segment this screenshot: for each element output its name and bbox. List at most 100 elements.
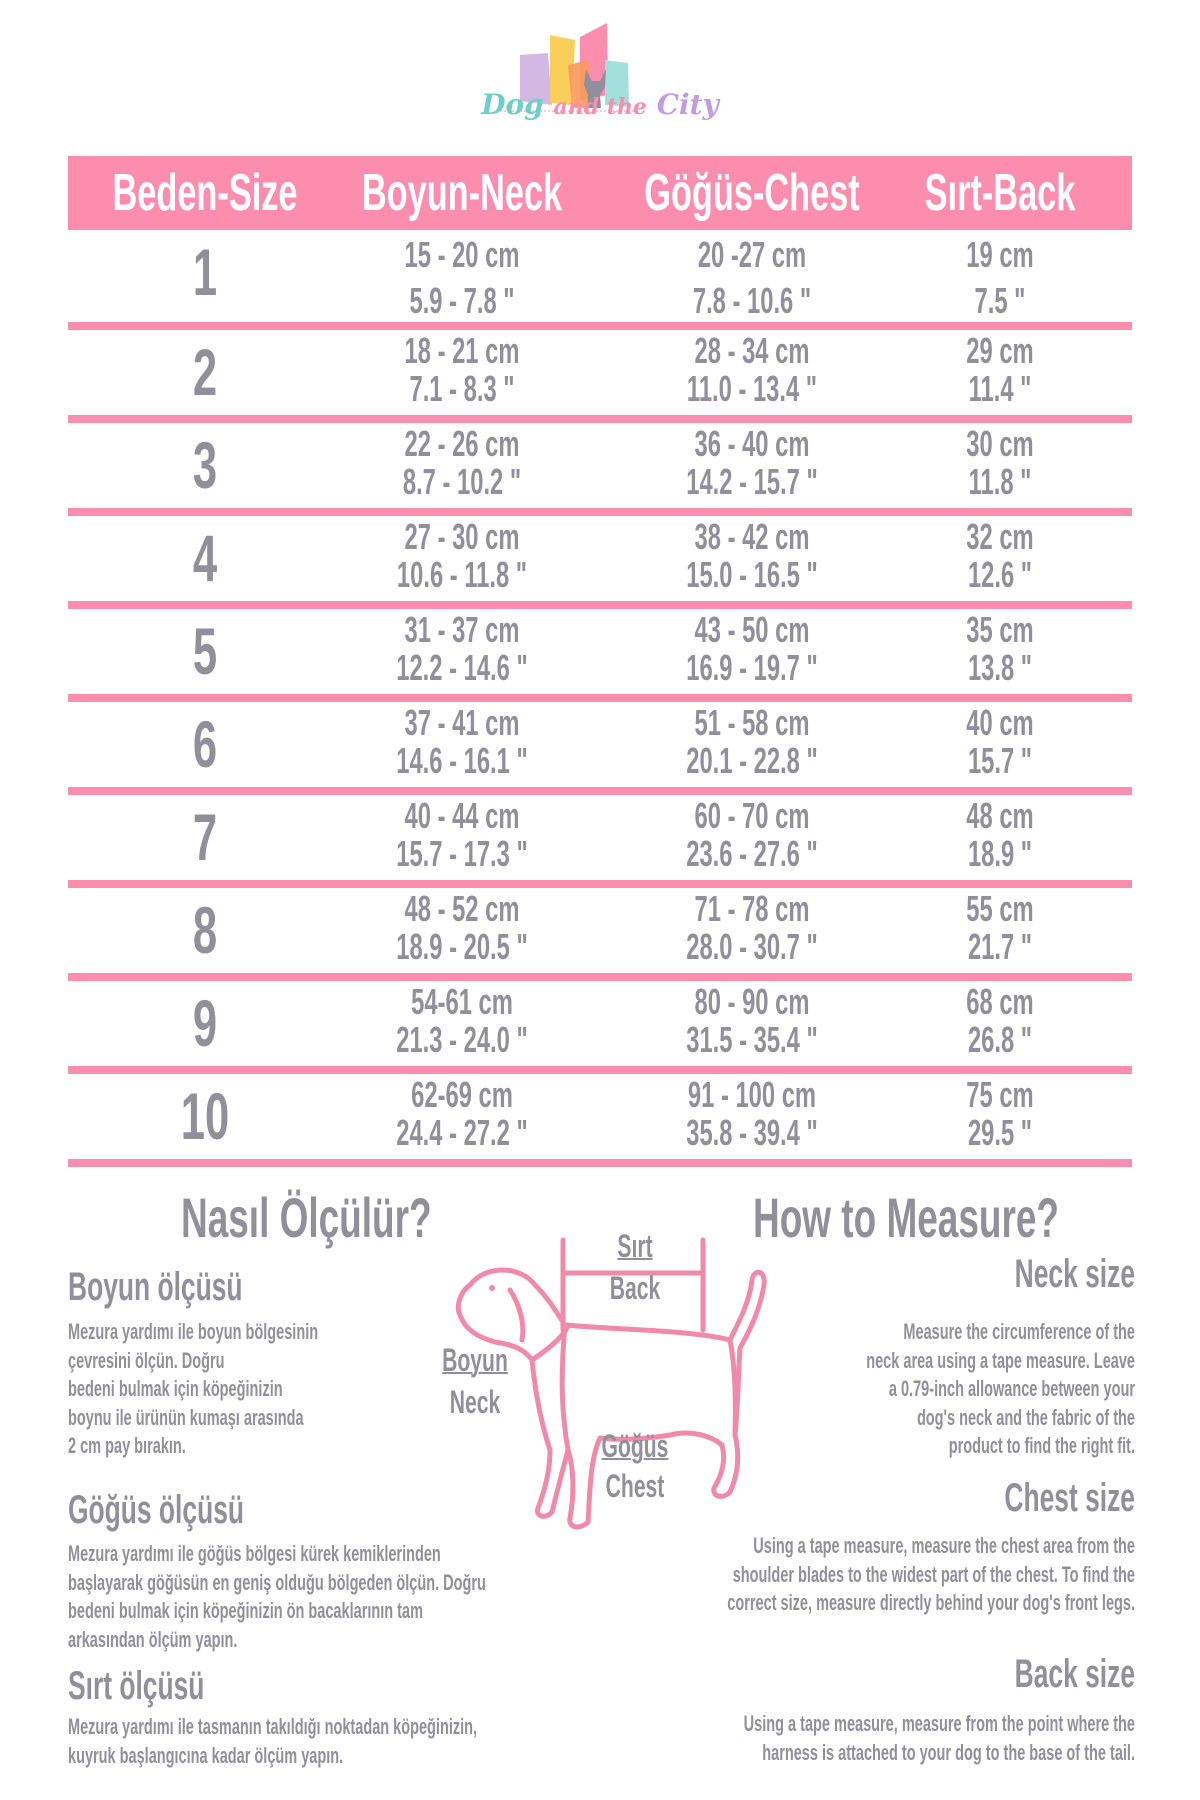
back-in: 29.5 " [967,1112,1033,1153]
back-in: 11.4 " [968,368,1032,409]
neck-cm: 31 - 37 cm [404,609,520,650]
back-in: 13.8 " [967,647,1033,688]
chest-in: 11.0 - 13.4 " [686,368,818,409]
neck-cell: 31 - 37 cm 12.2 - 14.6 " [363,611,561,687]
back-cell: 19 cm 7.5 " [901,232,1099,324]
table-row: 5 31 - 37 cm 12.2 - 14.6 " 43 - 50 cm 16.9 -… [68,609,1132,702]
chest-cell: 36 - 40 cm 14.2 - 15.7 " [653,425,851,501]
back-in: 12.6 " [967,554,1033,595]
text-line: kuyruk başlangıcına kadar ölçüm yapın. [68,1742,344,1768]
table-row: 10 62-69 cm 24.4 - 27.2 " 91 - 100 cm 35.8 -… [68,1074,1132,1167]
neck-cell: 22 - 26 cm 8.7 - 10.2 " [363,425,561,501]
header-chest: Göğüs-Chest [644,164,860,222]
header-neck: Boyun-Neck [361,164,563,222]
neck-in: 5.9 - 7.8 " [409,280,515,321]
chest-in: 16.9 - 19.7 " [686,647,818,688]
diagram-chest-tr: Göğüs [595,1428,674,1464]
neck-cm: 37 - 41 cm [404,702,520,743]
dog-outline-illustration [455,1237,767,1530]
en-back-text: Using a tape measure, measure from the p… [508,1710,1135,1767]
tr-back-title: Sırt ölçüsü [68,1664,205,1708]
text-line: bedeni bulmak için köpeğinizin ön bacakl… [68,1598,424,1623]
chest-cm: 36 - 40 cm [694,423,810,464]
en-back-title: Back size [1014,1652,1135,1696]
text-line: Mezura yardımı ile boyun bölgesinin [68,1319,319,1344]
neck-in: 14.6 - 16.1 " [396,740,528,781]
chest-cell: 60 - 70 cm 23.6 - 27.6 " [653,797,851,873]
neck-cell: 37 - 41 cm 14.6 - 16.1 " [363,704,561,780]
chest-in: 35.8 - 39.4 " [686,1112,818,1153]
table-row: 2 18 - 21 cm 7.1 - 8.3 " 28 - 34 cm 11.0 - 1… [68,330,1132,423]
neck-cm: 18 - 21 cm [404,330,520,371]
size-number: 9 [192,986,218,1060]
text-line: Using a tape measure, measure the chest … [753,1533,1135,1558]
back-cell: 29 cm 11.4 " [901,332,1099,408]
neck-cm: 22 - 26 cm [404,423,520,464]
table-header: Beden-Size Boyun-Neck Göğüs-Chest Sırt-B… [68,156,1132,230]
neck-cell: 48 - 52 cm 18.9 - 20.5 " [363,890,561,966]
diagram-back-tr: Sırt [595,1228,674,1264]
neck-in: 7.1 - 8.3 " [409,368,515,409]
chest-cm: 60 - 70 cm [694,795,810,836]
neck-cm: 40 - 44 cm [404,795,520,836]
logo-word-and-the: and the [553,94,647,120]
diagram-chest-en: Chest [605,1468,665,1504]
chest-in: 20.1 - 22.8 " [686,740,818,781]
chest-cm: 71 - 78 cm [694,888,810,929]
back-cm: 40 cm [966,702,1034,743]
table-row: 9 54-61 cm 21.3 - 24.0 " 80 - 90 cm 31.5 - 3… [68,981,1132,1074]
neck-in: 15.7 - 17.3 " [396,833,528,874]
back-cm: 68 cm [966,981,1034,1022]
back-cm: 30 cm [966,423,1034,464]
chest-in: 14.2 - 15.7 " [686,461,818,502]
chest-cm: 80 - 90 cm [694,981,810,1022]
neck-cm: 48 - 52 cm [404,888,520,929]
neck-in: 24.4 - 27.2 " [396,1112,528,1153]
text-line: Mezura yardımı ile tasmanın takıldığı no… [68,1714,478,1739]
en-chest-text: Using a tape measure, measure the chest … [508,1532,1135,1618]
tr-neck-text: Mezura yardımı ile boyun bölgesinin çevre… [68,1318,596,1461]
neck-in: 10.6 - 11.8 " [396,554,528,595]
text-line: Measure the circumference of the [903,1319,1135,1344]
logo-wordmark: Dog and the City [450,88,750,121]
chest-cell: 28 - 34 cm 11.0 - 13.4 " [653,332,851,408]
diagram-neck-tr: Boyun [435,1342,514,1378]
size-number: 1 [192,235,218,309]
text-line: boynu ile ürünün kumaşı arasında [68,1404,304,1430]
text-line: product to find the right fit. [948,1433,1135,1458]
en-title: How to Measure? [753,1186,1059,1249]
tr-chest-text: Mezura yardımı ile göğüs bölgesi kürek k… [68,1540,662,1654]
label-sirt: Sırt [617,1228,653,1264]
text-line: Using a tape measure, measure from the p… [743,1711,1135,1736]
table-row: 7 40 - 44 cm 15.7 - 17.3 " 60 - 70 cm 23.6 -… [68,795,1132,888]
neck-cell: 40 - 44 cm 15.7 - 17.3 " [363,797,561,873]
diagram-back-en: Back [609,1270,661,1306]
size-number: 5 [192,614,218,688]
size-table: Beden-Size Boyun-Neck Göğüs-Chest Sırt-B… [68,156,1132,1167]
neck-cell: 27 - 30 cm 10.6 - 11.8 " [363,518,561,594]
table-row: 3 22 - 26 cm 8.7 - 10.2 " 36 - 40 cm 14.2 - … [68,423,1132,516]
text-line: 2 cm pay bırakın. [68,1433,186,1458]
back-in: 21.7 " [967,926,1033,967]
back-cell: 30 cm 11.8 " [901,425,1099,501]
back-cm: 19 cm [966,234,1034,275]
chest-in: 15.0 - 16.5 " [686,554,818,595]
size-number: 10 [180,1079,230,1153]
back-in: 26.8 " [967,1019,1033,1060]
size-number: 7 [192,800,218,874]
neck-cm: 54-61 cm [411,981,513,1022]
back-cell: 55 cm 21.7 " [901,890,1099,966]
neck-cell: 18 - 21 cm 7.1 - 8.3 " [363,332,561,408]
back-cm: 29 cm [966,330,1034,371]
chest-cm: 20 -27 cm [697,234,807,275]
text-line: arkasından ölçüm yapın. [68,1626,238,1652]
back-cm: 32 cm [966,516,1034,557]
chest-in: 28.0 - 30.7 " [686,926,818,967]
neck-in: 12.2 - 14.6 " [396,647,528,688]
chest-cell: 51 - 58 cm 20.1 - 22.8 " [653,704,851,780]
size-number: 6 [192,707,218,781]
text-line: bedeni bulmak için köpeğinizin [68,1376,283,1401]
text-line: shoulder blades to the widest part of th… [732,1561,1135,1587]
back-cell: 40 cm 15.7 " [901,704,1099,780]
table-row: 1 15 - 20 cm 5.9 - 7.8 " 20 -27 cm 7.8 - 10.… [68,230,1132,330]
